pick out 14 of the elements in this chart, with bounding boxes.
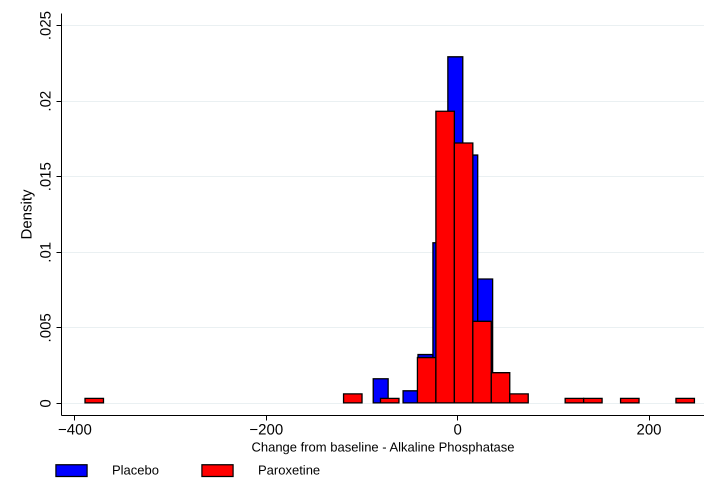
y-tick-label: .015 [38, 162, 54, 192]
y-tick-label: .025 [38, 10, 54, 40]
x-tick-label: −200 [249, 422, 284, 438]
x-tick-label: 200 [636, 422, 662, 438]
x-tick-label: −400 [58, 422, 92, 438]
y-tick-label: .02 [38, 90, 54, 112]
y-tick-label: .01 [38, 242, 54, 263]
y-tick-label: .005 [38, 313, 54, 342]
x-axis-title: Change from baseline - Alkaline Phosphatase [251, 440, 515, 454]
legend-label: Paroxetine [258, 462, 320, 478]
y-axis-title: Density [18, 189, 36, 240]
y-tick-label: 0 [38, 399, 54, 408]
legend-label: Placebo [112, 462, 159, 478]
x-tick-label: 0 [453, 422, 462, 438]
